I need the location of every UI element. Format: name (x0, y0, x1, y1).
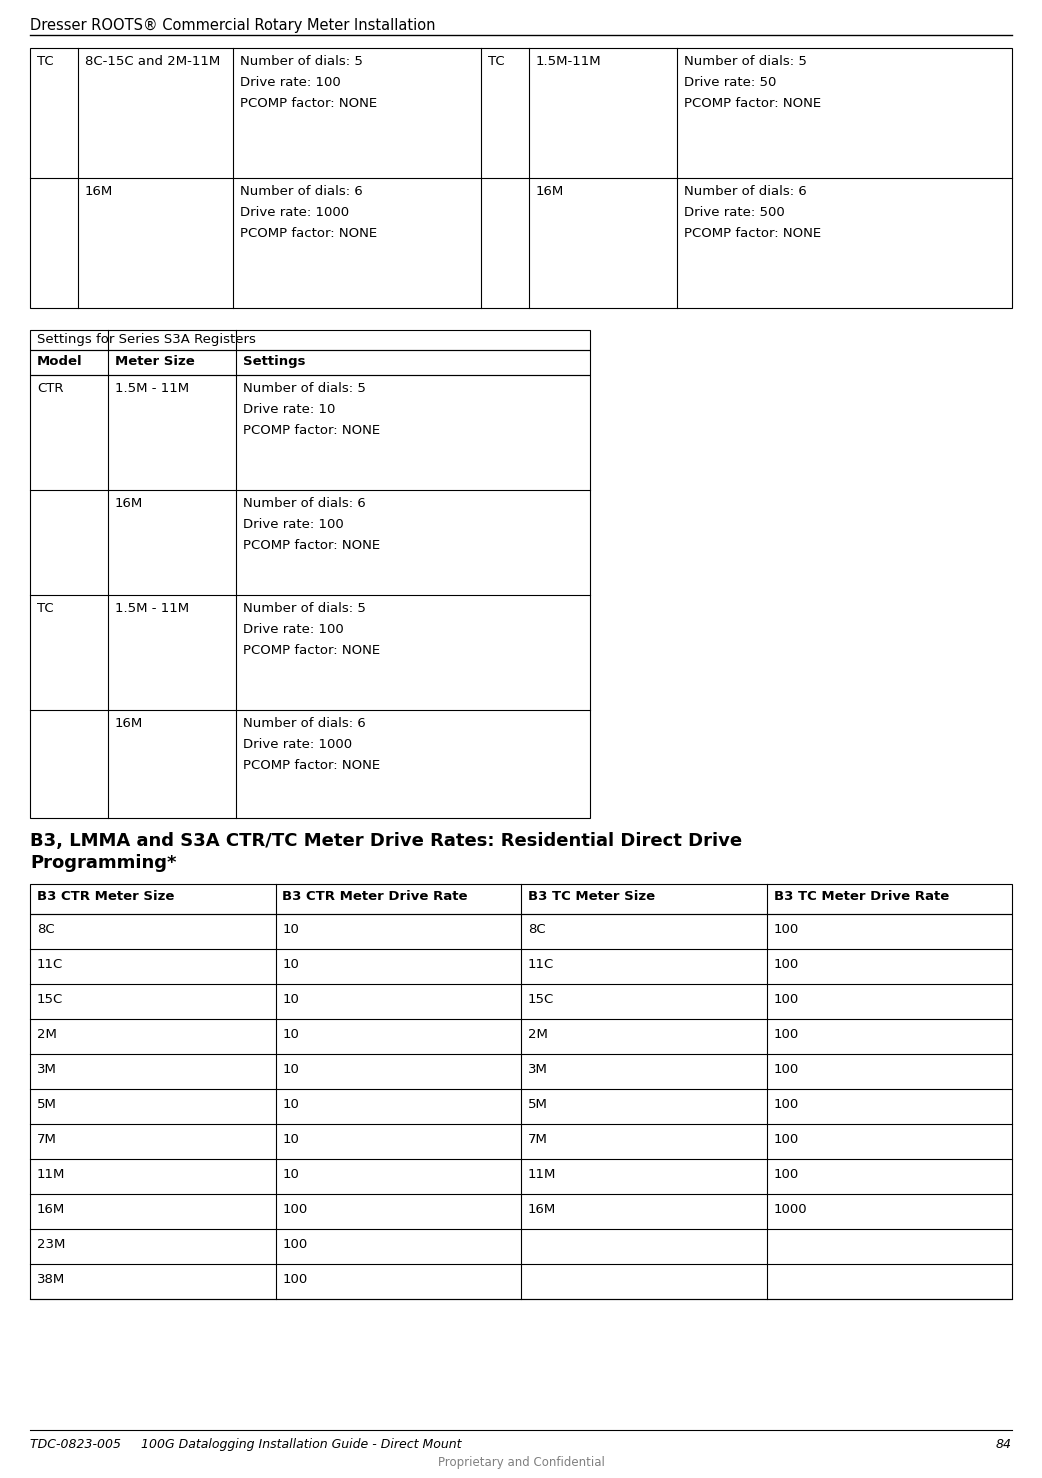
Text: CTR: CTR (38, 381, 64, 395)
Text: Number of dials: 6
Drive rate: 100
PCOMP factor: NONE: Number of dials: 6 Drive rate: 100 PCOMP… (243, 497, 380, 551)
Text: Settings for Series S3A Registers: Settings for Series S3A Registers (38, 333, 256, 346)
Text: Settings: Settings (243, 355, 305, 368)
Text: 100: 100 (773, 1134, 799, 1145)
Text: 1.5M - 11M: 1.5M - 11M (115, 381, 190, 395)
Text: Dresser ROOTS® Commercial Rotary Meter Installation: Dresser ROOTS® Commercial Rotary Meter I… (30, 18, 436, 33)
Bar (30, 330, 590, 350)
Text: 5M: 5M (38, 1098, 57, 1111)
Text: 1.5M - 11M: 1.5M - 11M (115, 602, 190, 615)
Text: 10: 10 (282, 1098, 299, 1111)
Text: 10: 10 (282, 922, 299, 936)
Text: 10: 10 (282, 958, 299, 971)
Text: Model: Model (38, 355, 82, 368)
Text: 100: 100 (282, 1203, 307, 1216)
Text: B3 TC Meter Size: B3 TC Meter Size (528, 890, 655, 903)
Text: 8C-15C and 2M-11M: 8C-15C and 2M-11M (85, 55, 220, 68)
Text: 15C: 15C (528, 993, 554, 1007)
Text: 100: 100 (773, 1029, 799, 1041)
Text: 100: 100 (282, 1239, 307, 1250)
Text: 100: 100 (773, 958, 799, 971)
Text: Number of dials: 6
Drive rate: 1000
PCOMP factor: NONE: Number of dials: 6 Drive rate: 1000 PCOM… (243, 717, 380, 772)
Text: TC: TC (38, 602, 53, 615)
Text: 100: 100 (773, 1063, 799, 1076)
Text: Number of dials: 6
Drive rate: 1000
PCOMP factor: NONE: Number of dials: 6 Drive rate: 1000 PCOM… (240, 185, 377, 239)
Text: Number of dials: 5
Drive rate: 100
PCOMP factor: NONE: Number of dials: 5 Drive rate: 100 PCOMP… (240, 55, 377, 109)
Bar (30, 913, 1012, 1299)
Text: 16M: 16M (85, 185, 114, 198)
Text: 11C: 11C (528, 958, 554, 971)
Text: 10: 10 (282, 1029, 299, 1041)
Text: 5M: 5M (528, 1098, 548, 1111)
Bar (30, 884, 1012, 913)
Text: 100: 100 (773, 922, 799, 936)
Text: Number of dials: 5
Drive rate: 10
PCOMP factor: NONE: Number of dials: 5 Drive rate: 10 PCOMP … (243, 381, 380, 437)
Text: 1000: 1000 (773, 1203, 808, 1216)
Text: B3, LMMA and S3A CTR/TC Meter Drive Rates: Residential Direct Drive
Programming*: B3, LMMA and S3A CTR/TC Meter Drive Rate… (30, 832, 742, 872)
Text: Number of dials: 6
Drive rate: 500
PCOMP factor: NONE: Number of dials: 6 Drive rate: 500 PCOMP… (684, 185, 821, 239)
Text: 100: 100 (773, 1098, 799, 1111)
Text: 100: 100 (773, 993, 799, 1007)
Text: 7M: 7M (38, 1134, 57, 1145)
Text: 16M: 16M (115, 497, 143, 510)
Text: 16M: 16M (536, 185, 565, 198)
Text: 11M: 11M (528, 1168, 556, 1181)
Text: 10: 10 (282, 1134, 299, 1145)
Text: 100: 100 (282, 1273, 307, 1286)
Text: TC: TC (38, 55, 53, 68)
Text: 7M: 7M (528, 1134, 548, 1145)
Text: 3M: 3M (38, 1063, 57, 1076)
Text: 3M: 3M (528, 1063, 548, 1076)
Text: 2M: 2M (38, 1029, 57, 1041)
Bar (30, 47, 1012, 307)
Text: B3 TC Meter Drive Rate: B3 TC Meter Drive Rate (773, 890, 949, 903)
Text: 8C: 8C (38, 922, 54, 936)
Text: Number of dials: 5
Drive rate: 100
PCOMP factor: NONE: Number of dials: 5 Drive rate: 100 PCOMP… (243, 602, 380, 658)
Text: 16M: 16M (38, 1203, 66, 1216)
Text: 10: 10 (282, 1063, 299, 1076)
Text: 11C: 11C (38, 958, 64, 971)
Text: 84: 84 (996, 1438, 1012, 1451)
Text: 11M: 11M (38, 1168, 66, 1181)
Text: 8C: 8C (528, 922, 546, 936)
Bar (30, 375, 590, 817)
Text: 15C: 15C (38, 993, 64, 1007)
Text: 1.5M-11M: 1.5M-11M (536, 55, 601, 68)
Text: Number of dials: 5
Drive rate: 50
PCOMP factor: NONE: Number of dials: 5 Drive rate: 50 PCOMP … (684, 55, 821, 109)
Text: 2M: 2M (528, 1029, 548, 1041)
Text: 16M: 16M (528, 1203, 556, 1216)
Text: B3 CTR Meter Drive Rate: B3 CTR Meter Drive Rate (282, 890, 468, 903)
Text: 10: 10 (282, 1168, 299, 1181)
Text: Proprietary and Confidential: Proprietary and Confidential (438, 1456, 604, 1469)
Text: 23M: 23M (38, 1239, 66, 1250)
Text: 100: 100 (773, 1168, 799, 1181)
Text: 10: 10 (282, 993, 299, 1007)
Text: TC: TC (488, 55, 504, 68)
Text: 38M: 38M (38, 1273, 66, 1286)
Text: 16M: 16M (115, 717, 143, 730)
Text: B3 CTR Meter Size: B3 CTR Meter Size (38, 890, 174, 903)
Bar (30, 350, 590, 375)
Text: Meter Size: Meter Size (115, 355, 195, 368)
Text: TDC-0823-005     100G Datalogging Installation Guide - Direct Mount: TDC-0823-005 100G Datalogging Installati… (30, 1438, 462, 1451)
